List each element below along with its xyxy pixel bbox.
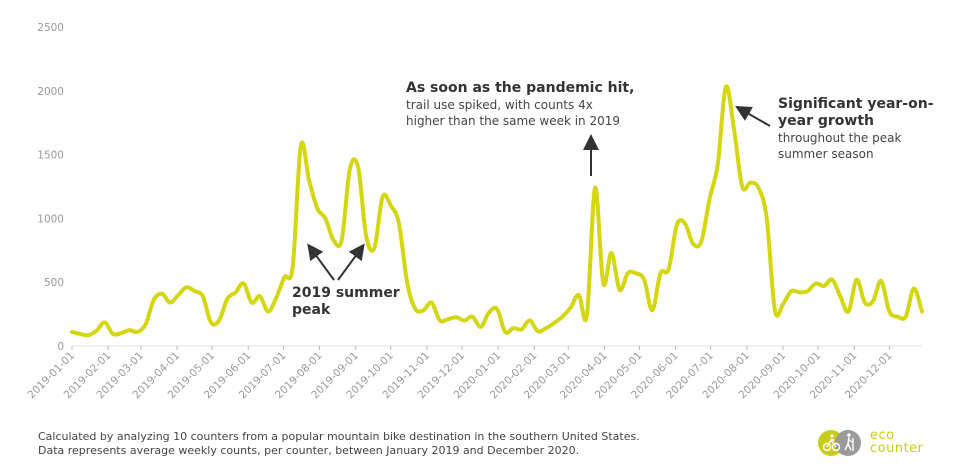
annotation-line: 2019 summer [292,285,400,301]
eco-counter-logo: eco counter [818,428,938,460]
annotation-line: summer season [778,147,874,161]
y-tick-label: 2500 [37,22,64,34]
bike-hiker-icon [818,430,861,456]
y-axis-ticks: 0 500 1000 1500 2000 2500 [37,22,64,353]
logo-wordmark: eco counter [870,429,924,455]
growth-arrow [735,106,771,127]
y-tick-label: 2000 [37,86,64,98]
y-tick-label: 0 [57,341,64,353]
annotation-line: peak [292,302,331,318]
annotation-bold: year growth [778,113,874,129]
annotation-line: trail use spiked, with counts 4x [406,98,593,112]
footer-line: Calculated by analyzing 10 counters from… [38,430,640,443]
footer-note: Calculated by analyzing 10 counters from… [38,430,640,458]
y-tick-label: 1000 [37,213,64,225]
annotation-2019-summer-peak: 2019 summer peak [292,285,400,319]
logo-word: eco [870,428,895,443]
y-tick-label: 1500 [37,150,64,162]
footer-line: Data represents average weekly counts, p… [38,444,580,457]
annotation-growth: Significant year-on- year growth through… [778,96,934,162]
y-tick-label: 500 [44,277,64,289]
annotation-line: throughout the peak [778,131,902,145]
annotation-bold: Significant year-on- [778,96,934,112]
annotation-pandemic: As soon as the pandemic hit, trail use s… [406,80,634,129]
x-axis-ticks: 2019-01-012019-02-012019-03-012019-04-01… [25,346,894,401]
weekly-counts-line [70,84,924,338]
annotation-line: higher than the same week in 2019 [406,114,621,128]
summer-arrow-right [337,243,365,281]
summer-arrow-left [307,243,335,281]
annotation-bold: As soon as the pandemic hit, [406,80,635,96]
logo-word: counter [870,441,924,456]
